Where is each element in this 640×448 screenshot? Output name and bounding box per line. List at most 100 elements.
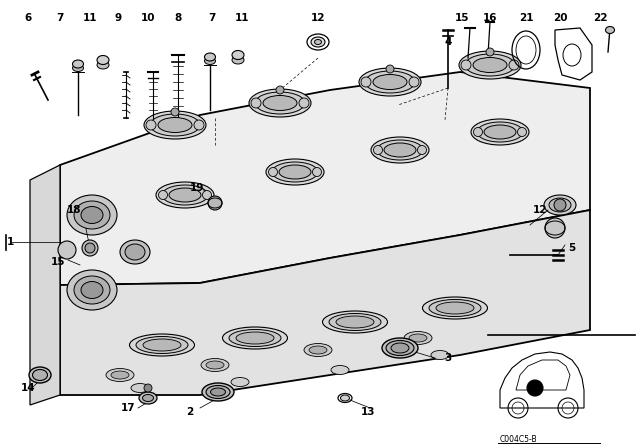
Ellipse shape <box>359 68 421 96</box>
Polygon shape <box>60 210 590 395</box>
Ellipse shape <box>314 39 321 44</box>
Circle shape <box>509 60 519 70</box>
Ellipse shape <box>304 344 332 357</box>
Ellipse shape <box>169 188 201 202</box>
Ellipse shape <box>311 37 325 47</box>
Ellipse shape <box>81 207 103 224</box>
Ellipse shape <box>249 89 311 117</box>
Ellipse shape <box>605 26 614 34</box>
Ellipse shape <box>67 270 117 310</box>
Text: 6: 6 <box>24 13 31 23</box>
Ellipse shape <box>422 297 488 319</box>
Text: 1: 1 <box>6 237 13 247</box>
Circle shape <box>374 146 383 155</box>
Ellipse shape <box>201 358 229 371</box>
Circle shape <box>361 77 371 87</box>
Ellipse shape <box>33 370 47 380</box>
Ellipse shape <box>232 56 244 64</box>
Ellipse shape <box>106 369 134 382</box>
Ellipse shape <box>331 366 349 375</box>
Ellipse shape <box>202 383 234 401</box>
Ellipse shape <box>484 125 516 139</box>
Text: 11: 11 <box>83 13 97 23</box>
Circle shape <box>518 128 527 137</box>
Ellipse shape <box>136 336 188 353</box>
Ellipse shape <box>131 383 149 392</box>
Ellipse shape <box>120 240 150 264</box>
Ellipse shape <box>436 302 474 314</box>
Circle shape <box>461 60 471 70</box>
Ellipse shape <box>74 276 110 304</box>
Ellipse shape <box>473 57 507 73</box>
Circle shape <box>299 98 309 108</box>
Circle shape <box>554 199 566 211</box>
Circle shape <box>486 48 494 56</box>
Ellipse shape <box>67 195 117 235</box>
Ellipse shape <box>365 71 415 93</box>
Circle shape <box>85 243 95 253</box>
Ellipse shape <box>266 159 324 185</box>
Ellipse shape <box>232 51 244 60</box>
Circle shape <box>545 218 565 238</box>
Ellipse shape <box>29 367 51 383</box>
Circle shape <box>269 168 278 177</box>
Ellipse shape <box>323 311 387 333</box>
Ellipse shape <box>429 300 481 316</box>
Text: 8: 8 <box>174 13 182 23</box>
Ellipse shape <box>371 137 429 163</box>
Ellipse shape <box>459 51 521 79</box>
Text: 4: 4 <box>444 37 452 47</box>
Text: 12: 12 <box>311 13 325 23</box>
Ellipse shape <box>236 332 274 344</box>
Text: 11: 11 <box>235 13 249 23</box>
Ellipse shape <box>263 95 297 111</box>
Ellipse shape <box>404 332 432 345</box>
Circle shape <box>58 241 76 259</box>
Text: 15: 15 <box>51 257 65 267</box>
Ellipse shape <box>143 339 181 351</box>
Text: 15: 15 <box>455 13 469 23</box>
Text: 7: 7 <box>208 13 216 23</box>
Text: 9: 9 <box>115 13 122 23</box>
Ellipse shape <box>409 334 427 342</box>
Circle shape <box>386 65 394 73</box>
Ellipse shape <box>386 340 414 356</box>
Ellipse shape <box>229 329 281 346</box>
Ellipse shape <box>382 338 418 358</box>
Ellipse shape <box>272 162 318 182</box>
Ellipse shape <box>97 56 109 65</box>
Text: 10: 10 <box>141 13 156 23</box>
Circle shape <box>82 240 98 256</box>
Text: 20: 20 <box>553 13 567 23</box>
Ellipse shape <box>144 111 206 139</box>
Circle shape <box>409 77 419 87</box>
Circle shape <box>194 120 204 130</box>
Ellipse shape <box>431 350 449 359</box>
Ellipse shape <box>150 114 200 136</box>
Ellipse shape <box>206 361 224 369</box>
Polygon shape <box>30 165 60 405</box>
Ellipse shape <box>329 314 381 331</box>
Circle shape <box>251 98 261 108</box>
Text: 17: 17 <box>121 403 135 413</box>
Ellipse shape <box>139 392 157 404</box>
Ellipse shape <box>309 346 327 354</box>
Ellipse shape <box>156 182 214 208</box>
Circle shape <box>276 86 284 94</box>
Ellipse shape <box>544 195 576 215</box>
Ellipse shape <box>223 327 287 349</box>
Text: 2: 2 <box>186 407 194 417</box>
Ellipse shape <box>279 165 311 179</box>
Text: 3: 3 <box>444 353 452 363</box>
Text: C004C5-B: C004C5-B <box>500 435 538 444</box>
Ellipse shape <box>81 281 103 298</box>
Circle shape <box>208 196 222 210</box>
Circle shape <box>527 380 543 396</box>
Text: 13: 13 <box>361 407 375 417</box>
Ellipse shape <box>158 117 192 133</box>
Ellipse shape <box>72 60 83 68</box>
Text: 5: 5 <box>568 243 575 253</box>
Ellipse shape <box>125 244 145 260</box>
Circle shape <box>474 128 483 137</box>
Ellipse shape <box>72 65 83 72</box>
